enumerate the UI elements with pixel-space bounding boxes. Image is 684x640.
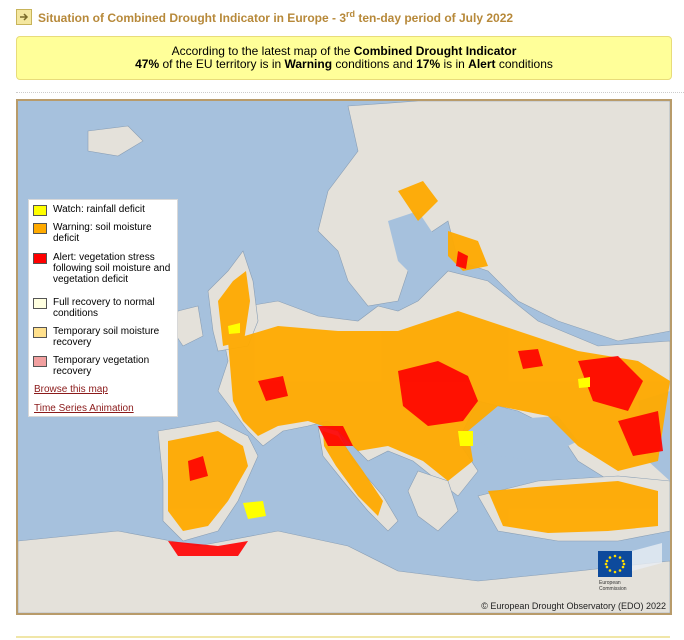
legend-item-alert: Alert: vegetation stress following soil … (33, 252, 173, 285)
warning-percent: 47% (135, 57, 160, 71)
logo-caption-1: European (599, 580, 621, 586)
summary-box: According to the latest map of the Combi… (16, 36, 672, 80)
map-legend: Watch: rainfall deficit Warning: soil mo… (28, 199, 178, 417)
page-title: Situation of Combined Drought Indicator … (38, 9, 514, 25)
warning-word: Warning (284, 57, 333, 71)
browse-map-link[interactable]: Browse this map (34, 384, 108, 395)
legend-item-soil-recovery: Temporary soil moisture recovery (33, 326, 173, 348)
swatch-full-recovery (33, 298, 47, 309)
time-series-animation-link[interactable]: Time Series Animation (34, 403, 134, 414)
page-header: Situation of Combined Drought Indicator … (16, 6, 513, 28)
alert-word: Alert (468, 57, 496, 71)
swatch-soil-recovery (33, 327, 47, 338)
bottom-rule (16, 636, 670, 638)
copyright-text: © European Drought Observatory (EDO) 202… (481, 601, 666, 611)
swatch-alert (33, 253, 47, 264)
legend-item-watch: Watch: rainfall deficit (33, 204, 173, 216)
summary-line-2: 47% of the EU territory is in Warning co… (135, 57, 553, 71)
logo-caption-2: Commission (599, 586, 627, 592)
divider (16, 92, 684, 93)
alert-areas (168, 251, 663, 556)
swatch-watch (33, 205, 47, 216)
drought-map[interactable]: Watch: rainfall deficit Warning: soil mo… (16, 99, 672, 615)
map-canvas (18, 101, 670, 613)
legend-item-warning: Warning: soil moisture deficit (33, 222, 173, 244)
swatch-warning (33, 223, 47, 234)
legend-item-full-recovery: Full recovery to normal conditions (33, 297, 173, 319)
swatch-vegetation-recovery (33, 356, 47, 367)
alert-percent: 17% (416, 57, 441, 71)
watch-areas (228, 323, 590, 519)
ec-logo: European Commission (584, 543, 664, 593)
legend-item-vegetation-recovery: Temporary vegetation recovery (33, 355, 173, 377)
arrow-icon (16, 9, 32, 25)
summary-line-1: According to the latest map of the Combi… (171, 44, 517, 58)
